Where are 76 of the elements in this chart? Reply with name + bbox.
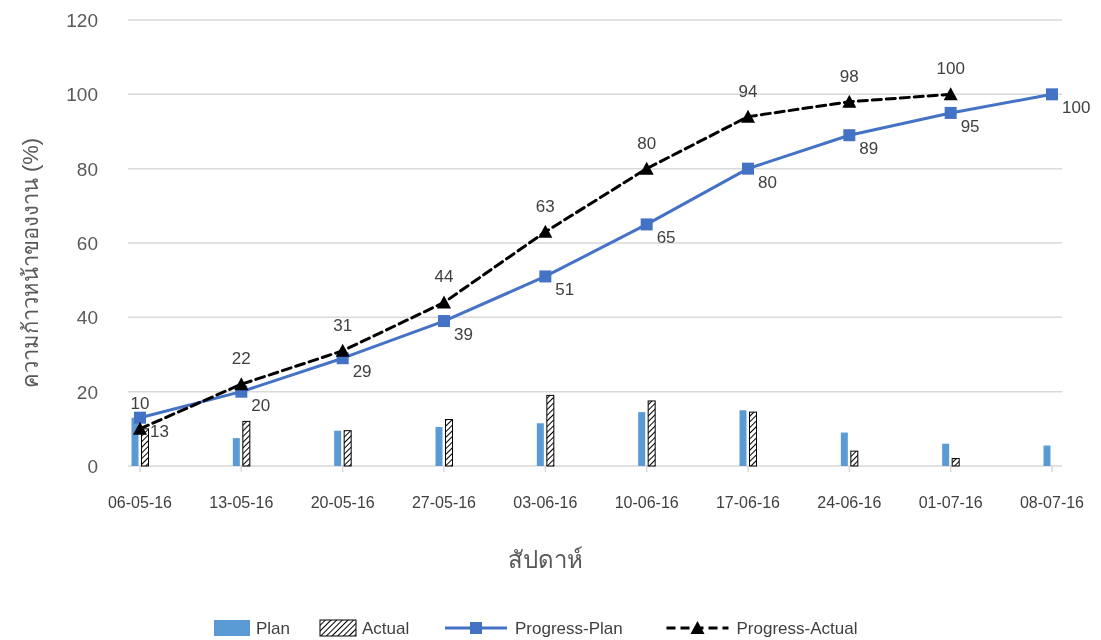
bar	[951, 458, 960, 467]
bar	[232, 438, 240, 466]
x-tick-label: 06-05-16	[107, 494, 173, 511]
y-tick-label: 60	[76, 233, 98, 254]
bar	[850, 450, 859, 467]
point	[843, 129, 856, 142]
data-label: 80	[637, 133, 657, 153]
bar	[749, 411, 757, 467]
x-tick-label: 20-05-16	[310, 494, 375, 511]
bar	[546, 394, 555, 467]
point	[438, 315, 450, 328]
data-label: 31	[333, 315, 353, 335]
point	[639, 161, 654, 175]
bar	[343, 430, 352, 467]
point	[538, 224, 553, 238]
point	[133, 421, 147, 435]
point	[1046, 88, 1058, 101]
point	[943, 87, 958, 101]
data-label: 89	[859, 139, 879, 159]
bar	[536, 423, 544, 466]
x-tick-label: 01-07-16	[918, 494, 983, 511]
y-tick-label: 120	[66, 10, 98, 31]
bar	[445, 419, 453, 467]
y-tick-label: 20	[76, 381, 98, 403]
data-label: 13	[150, 421, 169, 441]
data-label: 20	[251, 395, 271, 415]
data-label: 44	[434, 267, 454, 287]
data-label: 95	[960, 116, 980, 136]
legend-label: Plan	[256, 619, 291, 638]
legend-label: Actual	[362, 619, 410, 638]
data-label: 63	[535, 196, 555, 216]
data-label: 29	[352, 362, 372, 382]
x-tick-label: 27-05-16	[411, 494, 477, 511]
data-label: 98	[839, 66, 859, 86]
bar	[942, 443, 950, 466]
data-label: 22	[231, 349, 251, 369]
x-tick-label: 17-06-16	[715, 494, 781, 511]
point	[134, 411, 146, 424]
y-tick-label: 40	[76, 307, 98, 329]
x-tick-label: 03-06-16	[513, 494, 578, 511]
data-label: 10	[130, 393, 150, 413]
x-tick-label: 10-06-16	[614, 494, 679, 511]
data-label: 51	[555, 280, 575, 300]
bar	[638, 412, 646, 466]
bar	[334, 430, 342, 466]
x-tick-label: 08-07-16	[1019, 494, 1085, 511]
point	[234, 377, 249, 391]
data-label: 39	[454, 325, 473, 345]
point	[335, 343, 350, 357]
data-label: 100	[936, 59, 965, 79]
bar	[242, 420, 251, 467]
legend-label: Progress-Plan	[515, 619, 623, 638]
y-axis-title: ความก้าวหน้าของงาน (%)	[18, 137, 43, 389]
y-tick-label: 0	[87, 456, 98, 477]
bar	[435, 426, 443, 466]
data-label: 100	[1062, 98, 1091, 118]
bar	[739, 410, 747, 466]
point	[640, 218, 653, 231]
bar	[840, 432, 848, 466]
bar	[1043, 445, 1051, 466]
point	[437, 295, 451, 309]
point	[842, 94, 857, 108]
data-label: 65	[656, 228, 676, 248]
point	[742, 162, 754, 175]
data-label: 94	[738, 81, 758, 101]
x-tick-label: 13-05-16	[209, 494, 274, 511]
point	[741, 109, 755, 123]
data-label: 80	[758, 172, 777, 192]
point	[944, 106, 957, 119]
x-tick-label: 24-06-16	[817, 494, 882, 511]
x-axis-title: สัปดาห์	[507, 546, 583, 573]
bar	[647, 400, 656, 467]
point	[539, 270, 552, 283]
y-tick-label: 100	[66, 84, 98, 106]
legend-label: Progress-Actual	[736, 619, 858, 638]
y-tick-label: 80	[76, 158, 98, 180]
